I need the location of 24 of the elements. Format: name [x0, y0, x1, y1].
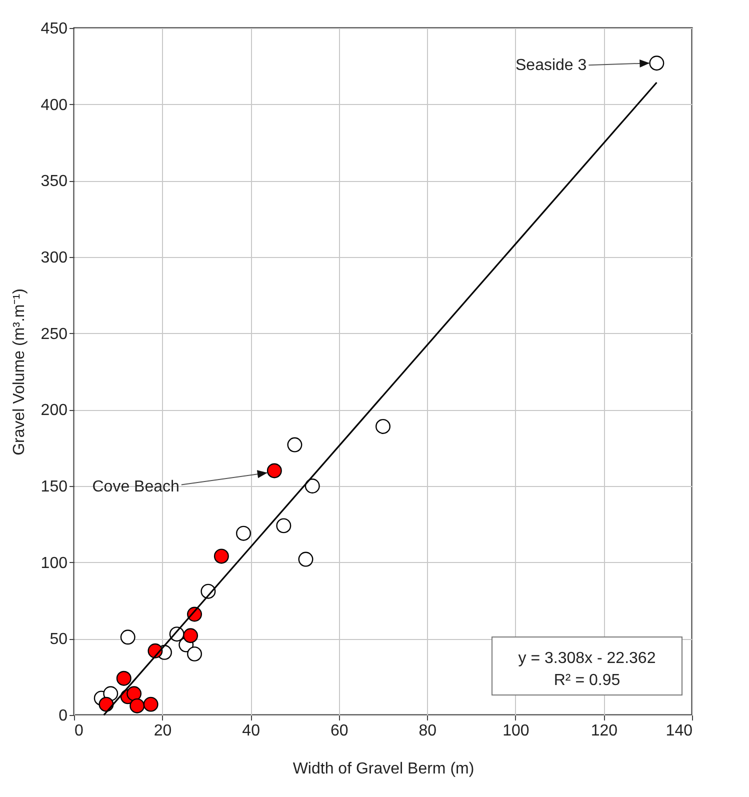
annotation: y = 3.308x - 22.362 [518, 650, 656, 667]
y-tick-label: 450 [40, 20, 68, 38]
x-tick-label: 120 [590, 722, 618, 740]
x-tick-label: 100 [502, 722, 530, 740]
y-tick-label: 300 [40, 250, 68, 266]
y-tick-label: 400 [40, 96, 68, 114]
x-axis-title: Width of Gravel Berm (m) [292, 760, 474, 778]
annotation: Cove Beach [92, 478, 180, 496]
y-tick-label: 200 [40, 402, 68, 420]
y-tick-label: 0 [58, 708, 68, 724]
x-tick-label: 0 [74, 722, 84, 740]
y-axis-title: Gravel Volume (m³.m⁻¹) [10, 288, 28, 456]
y-tick-label: 150 [40, 478, 68, 496]
x-tick-label: 140 [666, 722, 693, 740]
y-tick-label: 250 [40, 326, 68, 343]
annotation: Seaside 3 [516, 57, 587, 74]
x-tick-label: 60 [330, 722, 348, 740]
y-tick-label: 350 [40, 173, 68, 190]
x-tick-label: 40 [242, 722, 260, 740]
y-tick-label: 100 [40, 554, 68, 572]
x-tick-label: 80 [418, 722, 437, 740]
x-tick-label: 20 [154, 722, 172, 740]
y-tick-label: 50 [50, 631, 68, 648]
annotation: R² = 0.95 [554, 672, 620, 689]
